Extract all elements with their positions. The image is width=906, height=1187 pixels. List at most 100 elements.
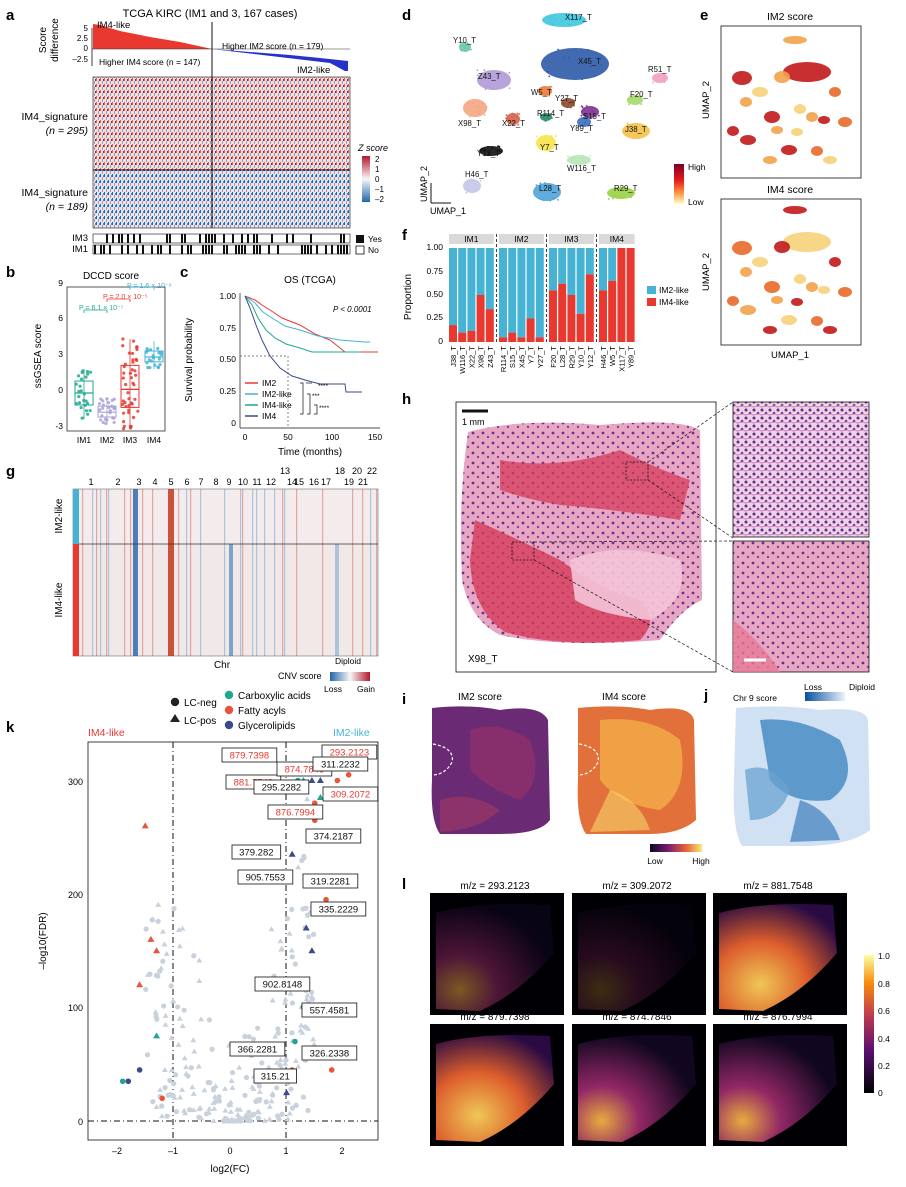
- umap-point: [547, 117, 550, 119]
- f-bar-im2: [608, 248, 617, 281]
- sig-star: ***: [312, 393, 320, 400]
- umap-point: [550, 135, 553, 137]
- umap-clusters: [459, 13, 668, 202]
- volcano-point: [150, 1099, 156, 1105]
- f-bar-im4: [558, 283, 567, 342]
- umap-point: [578, 156, 581, 159]
- panel-g-label: g: [6, 463, 15, 480]
- umap-cluster-label: F20_T: [630, 90, 653, 99]
- barcode-tick: [253, 245, 255, 254]
- volcano-point: [246, 1034, 252, 1040]
- boxplot-point: [127, 403, 131, 408]
- g-chr-label: Chr: [214, 660, 231, 671]
- row-label-2b: (n = 189): [46, 201, 88, 213]
- volcano-point: [282, 1060, 289, 1066]
- boxplot-point: [136, 409, 140, 413]
- cnv-stripe: [284, 489, 286, 656]
- barcode-tick: [151, 245, 153, 254]
- umap-score-blob: [838, 117, 852, 127]
- umap-point: [562, 102, 565, 105]
- volcano-point: [285, 1099, 292, 1105]
- boxplot-point: [101, 420, 105, 425]
- boxplot-point: [101, 403, 105, 407]
- boxplot-point: [79, 377, 84, 381]
- volcano-point: [143, 926, 149, 932]
- b-xtick: IM4: [147, 435, 161, 445]
- umap-score-blob: [806, 112, 818, 122]
- umap-point: [475, 105, 477, 108]
- boxplot-point: [86, 372, 90, 376]
- boxplot-point: [133, 397, 137, 401]
- umap-point: [576, 16, 579, 19]
- umap-point: [518, 113, 521, 115]
- umap-point: [560, 20, 563, 23]
- umap-point: [632, 99, 634, 101]
- cnv-stripe: [190, 489, 192, 656]
- volcano-label: 876.7994: [276, 808, 316, 819]
- boxplot-point: [84, 409, 89, 413]
- barcode-tick: [259, 245, 261, 254]
- volcano-label: 326.2338: [310, 1049, 350, 1060]
- volcano-point: [196, 978, 203, 984]
- f-group-strip: IM1 IM2 IM3 IM4: [449, 234, 635, 342]
- boxplot-point: [124, 382, 128, 387]
- panel-i-label: i: [402, 691, 406, 708]
- umap-point: [587, 49, 590, 51]
- barcode-tick: [316, 245, 318, 254]
- volcano-point: [303, 905, 309, 911]
- umap-point: [548, 149, 551, 152]
- volcano-label-box: [305, 828, 362, 844]
- f-bar-im2: [576, 248, 585, 314]
- umap-cluster: [463, 99, 487, 117]
- volcano-point: [231, 1118, 238, 1123]
- volcano-point: [177, 1094, 184, 1100]
- boxplot-point: [126, 391, 130, 395]
- volcano-label: 902.8148: [263, 980, 303, 991]
- umap-point: [663, 73, 666, 76]
- cnv-score-label: CNV score: [278, 671, 322, 681]
- barcode-tick: [184, 234, 186, 243]
- volcano-label-box: [267, 804, 324, 820]
- umap-score-blob: [763, 326, 777, 334]
- volcano-point: [276, 1116, 282, 1122]
- barcode-tick: [94, 245, 96, 254]
- boxplot-point: [110, 398, 114, 403]
- cnv-stripe: [242, 489, 244, 656]
- umap-point: [497, 145, 499, 148]
- umap-point: [625, 187, 628, 190]
- umap-cluster: [652, 73, 668, 83]
- im2-score-area: [212, 49, 348, 71]
- umap-point: [652, 81, 654, 84]
- umap-point: [487, 145, 489, 148]
- volcano-point: [226, 1102, 232, 1108]
- ytick: 1.00: [219, 291, 236, 301]
- volcano-highlight: [328, 1067, 335, 1073]
- f-legend-im2: IM2-like: [659, 285, 689, 295]
- volcano-label: 374.2187: [314, 832, 354, 843]
- volcano-point: [190, 1037, 197, 1043]
- umap-score-blob: [829, 87, 841, 97]
- umap-point: [630, 193, 632, 196]
- barcode-tick: [166, 234, 168, 243]
- umap-cluster: [542, 13, 586, 27]
- umap-point: [539, 191, 542, 194]
- umap-point: [548, 75, 551, 78]
- boxplot-point: [74, 382, 78, 386]
- umap-point: [635, 128, 638, 130]
- umap-point: [627, 98, 630, 100]
- panel-c-label: c: [180, 264, 188, 281]
- volcano-label-box: [221, 747, 278, 763]
- barcode-tick: [244, 245, 246, 254]
- b-xtick: IM3: [123, 435, 137, 445]
- he-scalebar: 1 mm: [462, 417, 485, 427]
- umap-point: [544, 94, 547, 97]
- umap-point: [466, 48, 469, 51]
- volcano-point: [295, 864, 302, 870]
- barcode-tick: [211, 234, 213, 243]
- cnv-im2-block: [73, 489, 378, 544]
- xtick: 150: [368, 432, 382, 442]
- volcano-label-box: [301, 1045, 358, 1061]
- g-im4-like-label: IM4-like: [54, 582, 65, 617]
- cnv-im4-block: [73, 544, 378, 656]
- boxplot-point: [111, 416, 115, 420]
